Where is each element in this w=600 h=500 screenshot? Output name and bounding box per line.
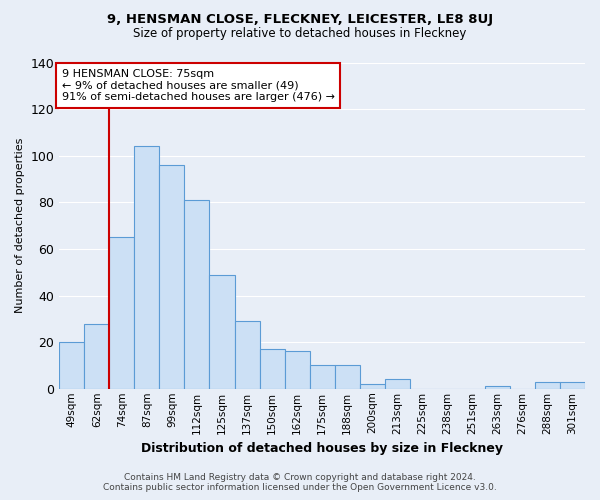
Bar: [310, 366, 335, 389]
Bar: [560, 382, 585, 389]
Bar: [209, 274, 235, 389]
Bar: [134, 146, 160, 389]
Bar: [160, 165, 184, 389]
Text: Size of property relative to detached houses in Fleckney: Size of property relative to detached ho…: [133, 28, 467, 40]
Bar: [385, 380, 410, 389]
Bar: [235, 321, 260, 389]
Bar: [359, 384, 385, 389]
Bar: [284, 352, 310, 389]
Text: 9, HENSMAN CLOSE, FLECKNEY, LEICESTER, LE8 8UJ: 9, HENSMAN CLOSE, FLECKNEY, LEICESTER, L…: [107, 12, 493, 26]
Bar: [85, 324, 109, 389]
Bar: [184, 200, 209, 389]
X-axis label: Distribution of detached houses by size in Fleckney: Distribution of detached houses by size …: [141, 442, 503, 455]
Bar: [109, 238, 134, 389]
Text: 9 HENSMAN CLOSE: 75sqm
← 9% of detached houses are smaller (49)
91% of semi-deta: 9 HENSMAN CLOSE: 75sqm ← 9% of detached …: [62, 69, 335, 102]
Bar: [535, 382, 560, 389]
Bar: [335, 366, 359, 389]
Text: Contains HM Land Registry data © Crown copyright and database right 2024.
Contai: Contains HM Land Registry data © Crown c…: [103, 473, 497, 492]
Bar: [485, 386, 510, 389]
Bar: [59, 342, 85, 389]
Bar: [260, 349, 284, 389]
Y-axis label: Number of detached properties: Number of detached properties: [15, 138, 25, 314]
